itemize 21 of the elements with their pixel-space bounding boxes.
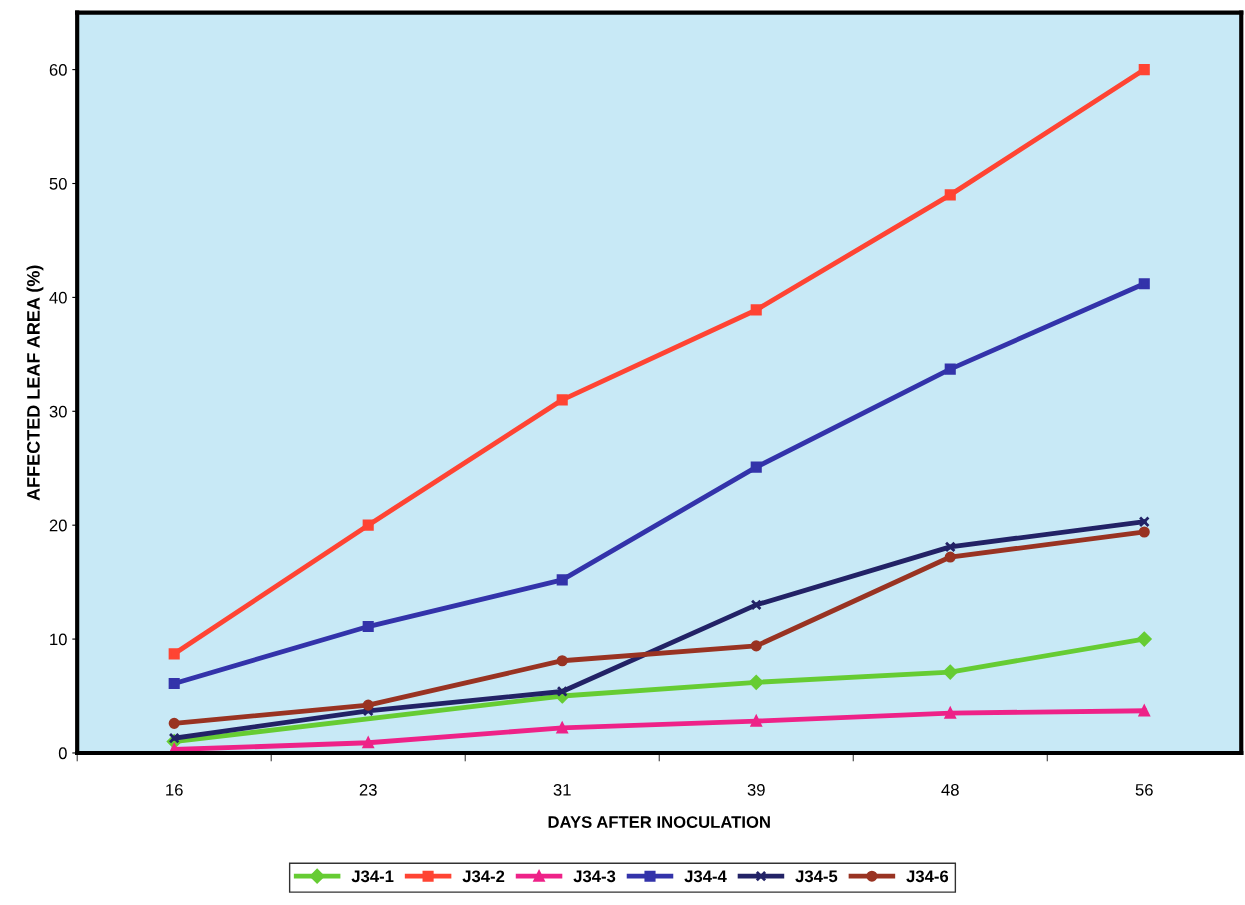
legend-label: J34-6 [906,870,949,883]
legend-label: J34-1 [351,870,394,883]
x-tick-label: 23 [359,783,377,796]
x-tick-label: 31 [553,783,571,796]
y-tick-label: 50 [49,177,67,190]
legend-label: J34-2 [462,870,505,883]
x-tick-label: 39 [747,783,765,796]
x-axis-title: DAYS AFTER INOCULATION [548,816,770,828]
y-tick-label: 20 [49,519,67,532]
y-tick-label: 30 [49,405,67,418]
y-axis-title: AFFECTED LEAF AREA (%) [26,265,44,501]
y-tick-label: 60 [49,64,67,76]
x-tick-label: 48 [941,783,959,796]
x-tick-label: 56 [1135,783,1153,796]
y-tick-label: 40 [49,291,67,304]
legend-label: J34-3 [573,870,616,883]
x-tick-label: 16 [166,783,183,796]
legend-label: J34-4 [684,870,727,883]
y-tick-label: 10 [50,633,67,646]
legend-label: J34-5 [795,870,838,883]
y-tick-label: 0 [58,747,67,760]
